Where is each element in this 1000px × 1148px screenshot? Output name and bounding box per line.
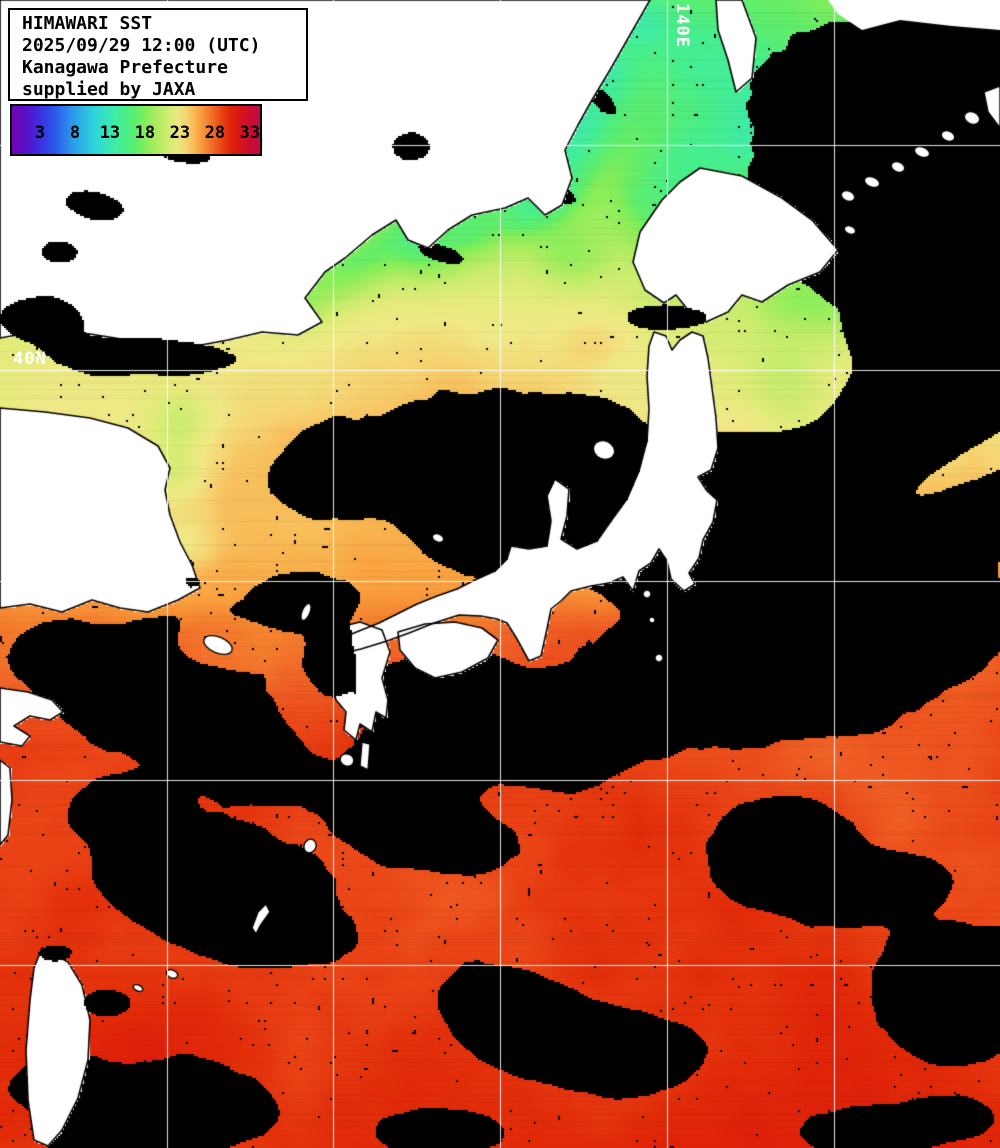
colorbar-tick-label: 8 xyxy=(69,123,81,143)
colorbar-tick-label: 18 xyxy=(134,123,156,143)
colorbar-tick-label: 23 xyxy=(169,123,191,143)
temperature-color-scale: 3 8 13 18 23 28 33 xyxy=(10,104,262,156)
colorbar-tick-label: 28 xyxy=(204,123,226,143)
colorbar-tick-label: 13 xyxy=(99,123,121,143)
region-name: Kanagawa Prefecture xyxy=(22,57,228,78)
longitude-grid-label: 140E xyxy=(672,3,692,48)
colorbar-tick-label: 3 xyxy=(34,123,46,143)
colorbar-tick-label: 33 xyxy=(239,123,261,143)
timestamp: 2025/09/29 12:00 (UTC) xyxy=(22,35,261,56)
product-title: HIMAWARI SST xyxy=(22,13,153,34)
data-credit: supplied by JAXA xyxy=(22,79,196,100)
latitude-grid-label: 40N xyxy=(13,349,47,369)
info-box: HIMAWARI SST 2025/09/29 12:00 (UTC) Kana… xyxy=(8,8,308,101)
